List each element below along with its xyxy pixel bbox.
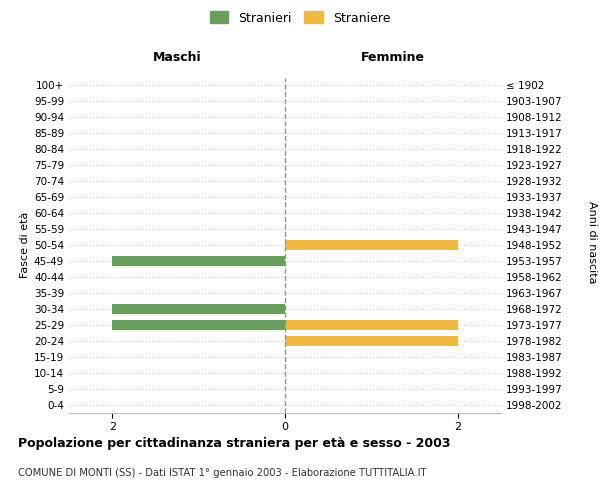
Text: Anni di nascita: Anni di nascita <box>587 201 597 284</box>
Text: Maschi: Maschi <box>152 51 202 64</box>
Text: COMUNE DI MONTI (SS) - Dati ISTAT 1° gennaio 2003 - Elaborazione TUTTITALIA.IT: COMUNE DI MONTI (SS) - Dati ISTAT 1° gen… <box>18 468 427 478</box>
Bar <box>112 320 285 330</box>
Y-axis label: Fasce di età: Fasce di età <box>20 212 30 278</box>
Text: Popolazione per cittadinanza straniera per età e sesso - 2003: Popolazione per cittadinanza straniera p… <box>18 438 451 450</box>
Text: Femmine: Femmine <box>361 51 425 64</box>
Bar <box>285 336 458 346</box>
Bar <box>285 320 458 330</box>
Legend: Stranieri, Straniere: Stranieri, Straniere <box>207 8 393 27</box>
Bar <box>112 256 285 266</box>
Bar <box>285 240 458 250</box>
Bar <box>112 304 285 314</box>
